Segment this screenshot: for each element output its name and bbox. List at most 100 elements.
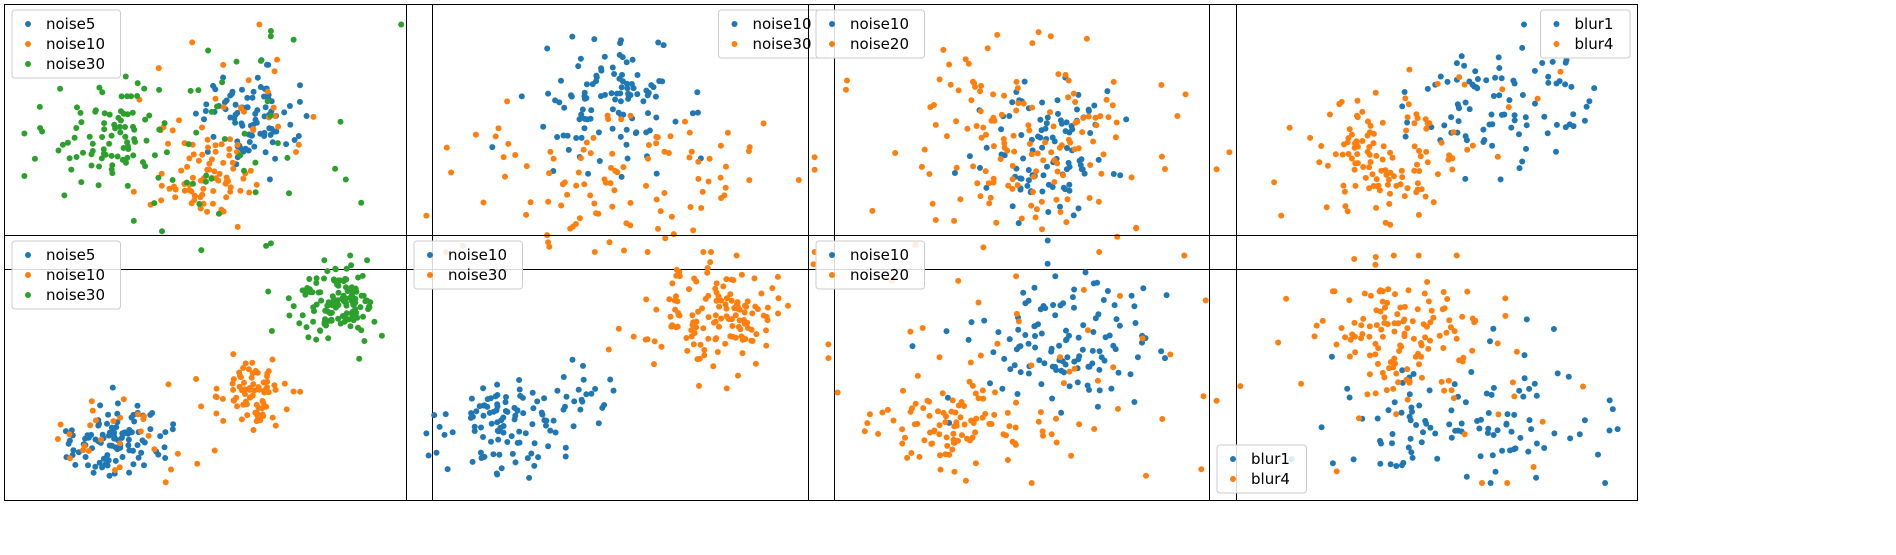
point-noise20 bbox=[1117, 292, 1123, 299]
point-noise20 bbox=[982, 410, 989, 417]
point-blur4 bbox=[1339, 151, 1346, 158]
point-noise5 bbox=[272, 155, 279, 162]
point-blur4 bbox=[1440, 289, 1447, 295]
point-noise30 bbox=[347, 323, 354, 330]
point-noise10 bbox=[1117, 172, 1124, 179]
point-noise30 bbox=[523, 163, 530, 170]
point-noise10 bbox=[256, 21, 263, 28]
point-noise30 bbox=[612, 167, 619, 174]
point-noise30 bbox=[795, 177, 802, 183]
point-blur1 bbox=[1508, 428, 1515, 435]
point-noise30 bbox=[668, 323, 675, 330]
point-noise10 bbox=[1066, 383, 1073, 390]
point-noise30 bbox=[667, 313, 674, 320]
point-noise10 bbox=[253, 418, 260, 425]
point-noise10 bbox=[199, 191, 206, 198]
legend-marker bbox=[25, 272, 31, 278]
point-blur1 bbox=[1541, 113, 1548, 120]
point-noise30 bbox=[701, 347, 708, 353]
point-blur1 bbox=[1490, 384, 1497, 391]
point-noise30 bbox=[696, 382, 702, 389]
point-noise30 bbox=[742, 336, 749, 342]
point-noise10 bbox=[230, 376, 237, 383]
point-noise30 bbox=[99, 89, 106, 96]
point-noise10 bbox=[1032, 333, 1038, 339]
point-noise5 bbox=[112, 444, 119, 451]
point-noise10 bbox=[245, 77, 252, 84]
point-noise20 bbox=[977, 193, 984, 200]
point-noise10 bbox=[541, 395, 548, 402]
point-blur4 bbox=[1391, 328, 1398, 335]
point-noise10 bbox=[591, 36, 598, 43]
point-noise30 bbox=[716, 303, 723, 310]
point-noise20 bbox=[978, 134, 985, 141]
point-noise30 bbox=[729, 323, 736, 329]
point-noise10 bbox=[1140, 285, 1147, 292]
point-blur4 bbox=[1387, 221, 1394, 228]
point-noise10 bbox=[1039, 188, 1046, 195]
point-noise20 bbox=[1040, 432, 1046, 439]
point-noise5 bbox=[267, 131, 274, 138]
point-blur1 bbox=[1570, 111, 1577, 118]
point-noise30 bbox=[687, 204, 694, 210]
point-noise5 bbox=[203, 101, 210, 108]
point-noise10 bbox=[204, 208, 211, 215]
point-noise30 bbox=[124, 111, 131, 118]
point-blur1 bbox=[1416, 402, 1423, 409]
point-noise30 bbox=[587, 192, 594, 199]
point-blur1 bbox=[1422, 417, 1429, 424]
point-noise10 bbox=[241, 379, 247, 386]
point-noise10 bbox=[583, 391, 590, 398]
point-noise10 bbox=[617, 90, 624, 97]
point-noise10 bbox=[694, 89, 701, 96]
point-noise30 bbox=[116, 123, 123, 130]
point-noise20 bbox=[986, 200, 993, 207]
point-noise30 bbox=[130, 152, 137, 159]
point-blur4 bbox=[1417, 153, 1424, 160]
point-noise30 bbox=[78, 119, 85, 126]
point-noise30 bbox=[36, 103, 43, 110]
point-blur4 bbox=[1505, 104, 1512, 111]
point-noise10 bbox=[1038, 330, 1045, 337]
point-noise10 bbox=[88, 398, 95, 405]
point-blur4 bbox=[1344, 208, 1351, 215]
point-noise10 bbox=[581, 95, 588, 102]
point-noise10 bbox=[57, 421, 64, 428]
point-blur4 bbox=[1372, 89, 1379, 96]
point-noise10 bbox=[943, 328, 950, 335]
point-blur4 bbox=[1418, 186, 1425, 193]
point-blur1 bbox=[1532, 100, 1538, 107]
point-noise10 bbox=[1015, 326, 1022, 333]
point-noise30 bbox=[356, 355, 363, 362]
legend-label: noise10 bbox=[46, 35, 105, 53]
point-blur4 bbox=[1275, 339, 1282, 346]
point-noise30 bbox=[360, 292, 367, 299]
point-noise10 bbox=[494, 427, 501, 434]
point-blur1 bbox=[1523, 122, 1530, 129]
point-noise5 bbox=[257, 84, 264, 90]
point-noise20 bbox=[953, 118, 960, 125]
point-noise5 bbox=[291, 137, 298, 143]
point-noise10 bbox=[580, 362, 586, 369]
point-noise10 bbox=[480, 385, 487, 392]
point-blur1 bbox=[1487, 480, 1494, 486]
point-blur1 bbox=[1492, 74, 1499, 81]
point-noise20 bbox=[952, 409, 959, 416]
point-noise30 bbox=[337, 118, 344, 125]
point-noise30 bbox=[774, 273, 781, 280]
point-noise10 bbox=[550, 417, 557, 424]
point-noise10 bbox=[489, 144, 496, 151]
point-noise20 bbox=[1034, 150, 1041, 157]
point-noise10 bbox=[1084, 382, 1091, 389]
point-blur1 bbox=[1468, 369, 1475, 375]
point-noise5 bbox=[210, 133, 217, 140]
point-noise30 bbox=[203, 172, 210, 179]
point-noise10 bbox=[283, 406, 290, 413]
point-noise5 bbox=[112, 457, 119, 464]
point-noise20 bbox=[1050, 123, 1057, 130]
point-noise10 bbox=[528, 450, 535, 457]
legend-label: blur1 bbox=[1251, 450, 1290, 468]
